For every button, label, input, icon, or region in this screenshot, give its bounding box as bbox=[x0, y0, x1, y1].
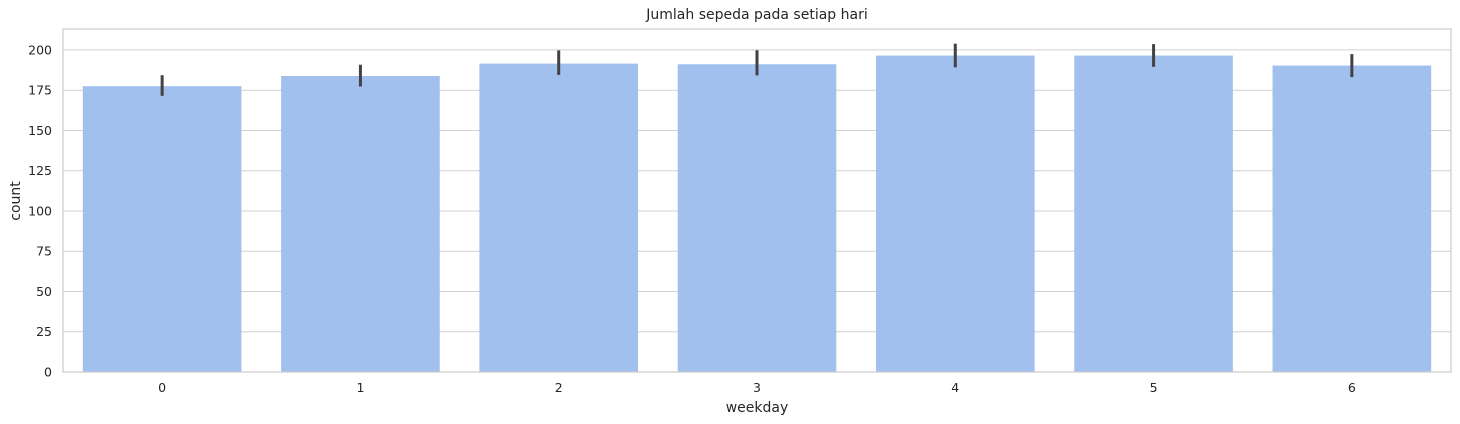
bar-2 bbox=[479, 63, 639, 372]
bars bbox=[82, 55, 1432, 373]
y-tick-label: 0 bbox=[44, 365, 52, 380]
y-axis-label: count bbox=[8, 181, 24, 221]
chart-title: Jumlah sepeda pada setiap hari bbox=[645, 7, 867, 23]
x-axis-label: weekday bbox=[726, 400, 789, 416]
plot-frame bbox=[62, 28, 1452, 373]
bar-4 bbox=[875, 55, 1035, 372]
y-tick-label: 200 bbox=[28, 42, 52, 57]
x-tick-label: 5 bbox=[1150, 380, 1158, 395]
y-tick-labels: 0 25 50 75 100 125 150 175 200 bbox=[28, 42, 52, 379]
bar-0 bbox=[82, 86, 242, 373]
y-tick-label: 50 bbox=[36, 284, 52, 299]
bar-6 bbox=[1272, 65, 1432, 373]
error-bars bbox=[160, 43, 1354, 96]
y-tick-label: 125 bbox=[28, 163, 52, 178]
x-tick-label: 0 bbox=[158, 380, 166, 395]
x-tick-label: 1 bbox=[356, 380, 364, 395]
y-tick-label: 150 bbox=[28, 123, 52, 138]
y-tick-label: 175 bbox=[28, 83, 52, 98]
x-tick-label: 4 bbox=[951, 380, 959, 395]
x-tick-label: 6 bbox=[1348, 380, 1356, 395]
bar-5 bbox=[1074, 55, 1233, 372]
bar-3 bbox=[677, 64, 837, 372]
y-tick-label: 100 bbox=[28, 203, 52, 218]
x-tick-label: 3 bbox=[753, 380, 761, 395]
x-tick-label: 2 bbox=[555, 380, 563, 395]
bar-1 bbox=[281, 76, 440, 372]
y-tick-label: 25 bbox=[36, 324, 52, 339]
y-tick-label: 75 bbox=[36, 244, 52, 259]
x-tick-labels: 0 1 2 3 4 5 6 bbox=[158, 380, 1356, 395]
